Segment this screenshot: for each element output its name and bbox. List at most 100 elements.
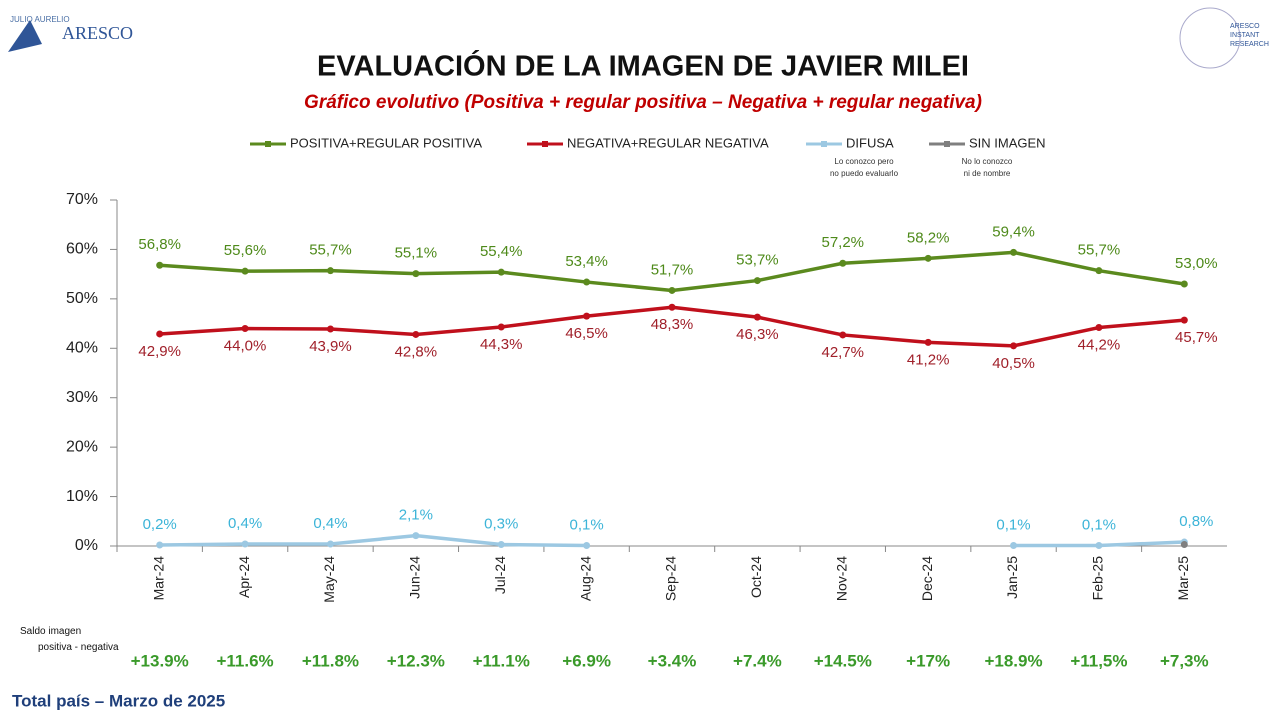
value-label: 51,7% — [651, 261, 694, 278]
balance-value: +11.1% — [473, 651, 530, 670]
point — [497, 323, 505, 331]
value-label: 0,4% — [228, 515, 262, 532]
x-tick-label: Oct-24 — [748, 556, 764, 598]
logo-shape — [1179, 7, 1241, 69]
series-line — [159, 533, 1185, 548]
legend-note-line: no puedo evaluarlo — [830, 169, 899, 178]
value-label: 57,2% — [821, 234, 864, 251]
y-tick-label: 70% — [66, 191, 98, 208]
logo-text: JULIO AURELIO — [10, 15, 70, 24]
logo-text: ARESCO — [1230, 23, 1260, 30]
value-label: 43,9% — [309, 338, 352, 355]
value-label: 0,1% — [570, 516, 604, 533]
legend-label: SIN IMAGEN — [969, 135, 1046, 150]
value-label: 41,2% — [907, 351, 950, 368]
balance-value: +3.4% — [648, 651, 697, 670]
point — [241, 325, 249, 333]
value-label: 56,8% — [138, 236, 181, 253]
point — [1180, 280, 1188, 288]
balance-value: +6.9% — [562, 651, 611, 670]
point — [1010, 248, 1018, 256]
value-label: 46,5% — [565, 325, 608, 342]
logo-text: RESEARCH — [1230, 41, 1269, 48]
legend-marker — [542, 141, 548, 147]
point — [497, 268, 505, 276]
y-tick-label: 20% — [66, 438, 98, 455]
legend-label: POSITIVA+REGULAR POSITIVA — [290, 135, 482, 150]
x-tick-label: Aug-24 — [577, 556, 593, 601]
point — [497, 541, 505, 549]
balance-value: +7,3% — [1160, 651, 1209, 670]
chart-title: EVALUACIÓN DE LA IMAGEN DE JAVIER MILEI — [317, 49, 969, 83]
value-label: 0,1% — [1082, 516, 1116, 533]
x-tick-label: May-24 — [321, 556, 337, 603]
point — [583, 278, 591, 286]
point — [1095, 542, 1103, 550]
legend-marker — [944, 141, 950, 147]
y-tick-label: 0% — [75, 537, 98, 554]
point — [412, 532, 420, 540]
point — [924, 338, 932, 346]
point — [1010, 342, 1018, 350]
point — [583, 312, 591, 320]
value-label: 53,4% — [565, 253, 608, 270]
y-tick-label: 30% — [66, 389, 98, 406]
balance-label: Saldo imagen positiva - negativa — [20, 626, 119, 653]
value-label: 42,9% — [138, 343, 181, 360]
value-label: 55,7% — [309, 242, 352, 259]
value-label: 40,5% — [992, 355, 1035, 372]
footer: Total país – Marzo de 2025 — [12, 691, 225, 710]
point — [241, 267, 249, 275]
balance-value: +18.9% — [984, 651, 1042, 670]
x-tick-label: Jul-24 — [492, 556, 508, 594]
value-label: 46,3% — [736, 326, 779, 343]
point — [156, 261, 164, 269]
chart-subtitle: Gráfico evolutivo (Positiva + regular po… — [304, 92, 982, 113]
x-tick-label: Jun-24 — [407, 556, 423, 599]
value-label: 44,0% — [224, 337, 267, 354]
value-label: 58,2% — [907, 229, 950, 246]
y-tick-label: 40% — [66, 340, 98, 357]
value-label: 0,2% — [143, 516, 177, 533]
point — [326, 540, 334, 548]
value-label: 48,3% — [651, 316, 694, 333]
point — [412, 270, 420, 278]
value-label: 55,7% — [1078, 242, 1121, 259]
legend-note-line: Lo conozco pero — [834, 157, 894, 166]
point — [583, 542, 591, 550]
y-tick-label: 50% — [66, 290, 98, 307]
value-label: 0,4% — [313, 515, 347, 532]
value-label: 53,0% — [1175, 255, 1218, 272]
point — [156, 330, 164, 338]
point — [156, 541, 164, 549]
point — [1010, 542, 1018, 550]
value-label: 42,7% — [821, 344, 864, 361]
y-tick-label: 10% — [66, 488, 98, 505]
point — [753, 313, 761, 321]
value-label: 59,4% — [992, 223, 1035, 240]
point — [924, 254, 932, 262]
legend-marker — [265, 141, 271, 147]
value-label: 44,3% — [480, 336, 523, 353]
point — [839, 331, 847, 339]
value-label: 0,3% — [484, 515, 518, 532]
point — [1180, 316, 1188, 324]
x-tick-label: Nov-24 — [833, 556, 849, 601]
x-tick-label: Sep-24 — [663, 556, 679, 601]
value-label: 53,7% — [736, 252, 779, 269]
legend-note: No lo conozco ni de nombre — [962, 157, 1013, 178]
point — [326, 267, 334, 275]
balance-label-line: positiva - negativa — [38, 642, 119, 653]
value-label: 42,8% — [395, 343, 438, 360]
legend-note-line: No lo conozco — [962, 157, 1013, 166]
x-tick-label: Apr-24 — [236, 556, 252, 598]
balance-value: +14.5% — [814, 651, 872, 670]
value-label: 0,8% — [1179, 513, 1213, 530]
x-tick-label: Mar-25 — [1175, 556, 1191, 601]
balance-label-line: Saldo imagen — [20, 626, 81, 637]
balance-value: +7.4% — [733, 651, 782, 670]
value-label: 45,7% — [1175, 329, 1218, 346]
balance-value: +13.9% — [131, 651, 189, 670]
legend-note-line: ni de nombre — [964, 169, 1011, 178]
